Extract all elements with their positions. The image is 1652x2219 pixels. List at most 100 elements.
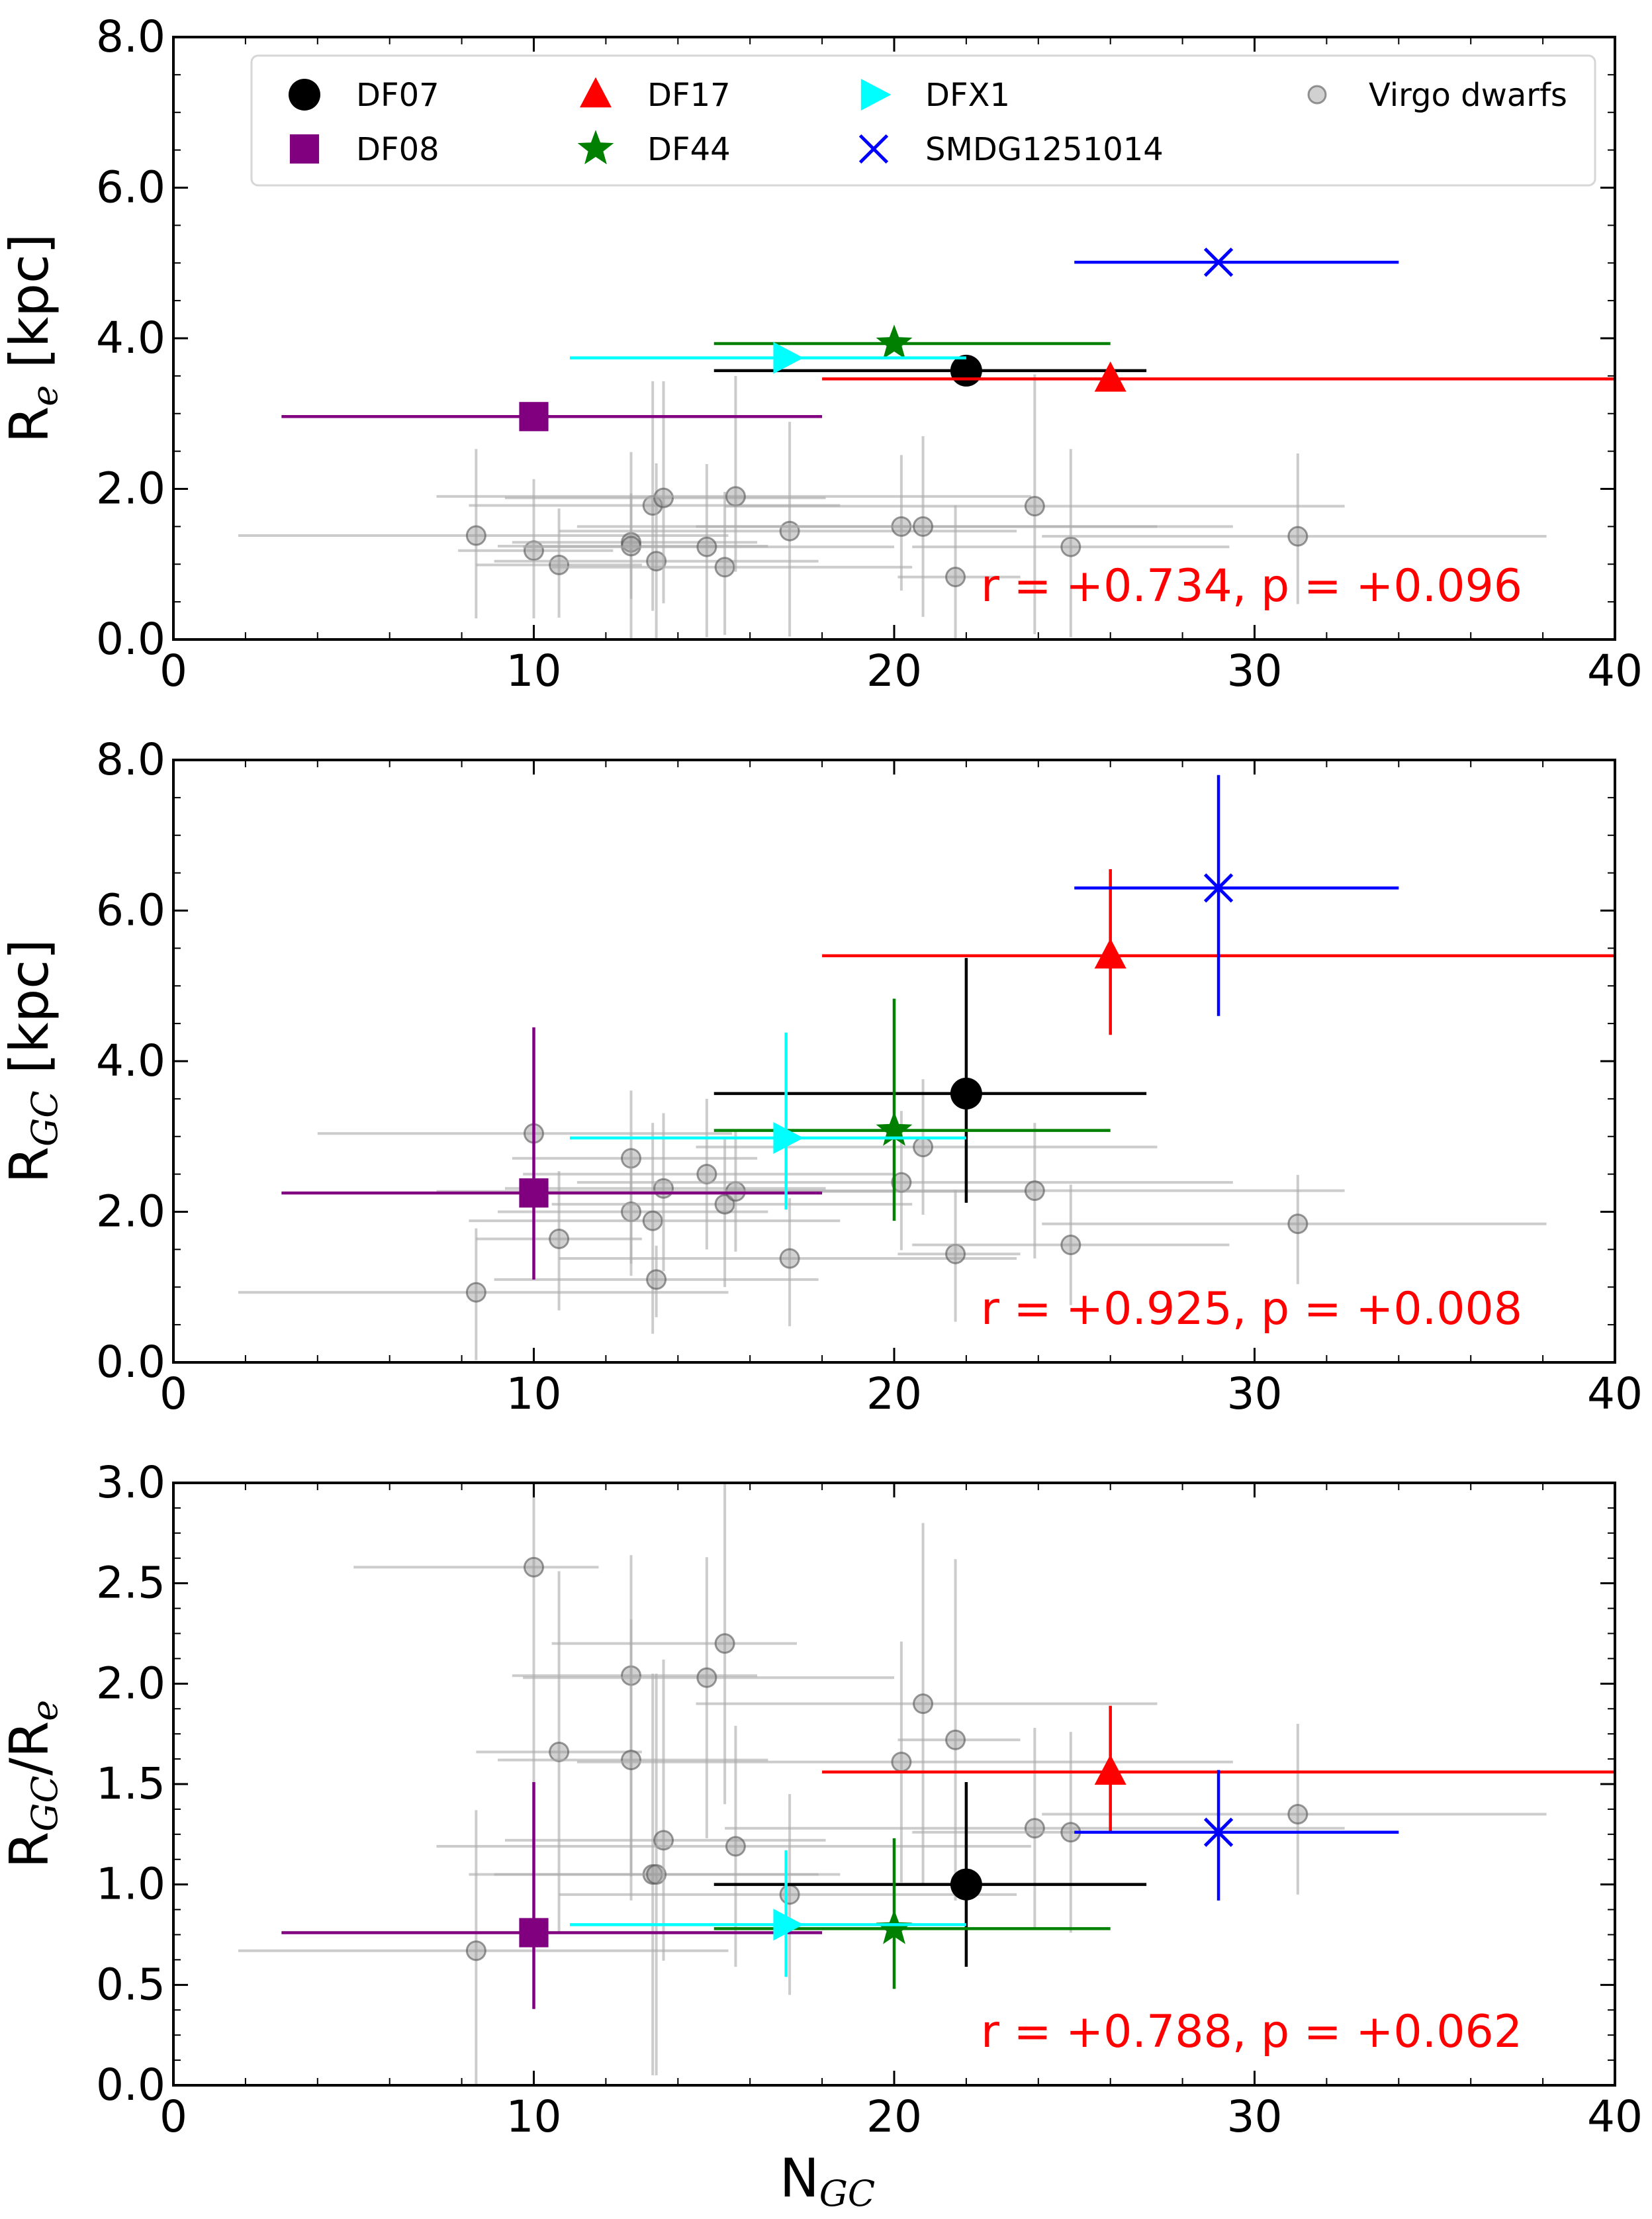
virgo-dwarf-marker [1024,1818,1045,1839]
y-tick-label: 0.0 [96,2059,165,2110]
legend-item-df07: DF07 [289,77,439,114]
virgo-dwarf-marker [549,1741,570,1762]
y-tick-label: 1.0 [96,1859,165,1910]
panel-ratio: 0 10 20 30 40 0.0 0.5 1.0 1.5 2.0 2.5 3.0 r = +0.78… [0,1457,1643,2214]
legend-label: DFX1 [925,77,1010,114]
virgo-dwarf-marker [465,525,486,546]
virgo-dwarf-marker [1287,526,1308,547]
virgo-dwarf-marker [945,1729,966,1750]
virgo-dwarf-marker [945,1243,966,1264]
virgo-dwarf-point [469,1123,841,1334]
galaxy-marker [1203,1817,1234,1847]
virgo-dwarf-marker [696,1164,717,1185]
y-tick-label: 4.0 [96,312,165,363]
legend-item-df08: DF08 [289,131,439,168]
virgo-dwarf-point [498,1151,768,1276]
galaxy-marker [876,1111,913,1146]
virgo-dwarf-point [436,1726,1031,1967]
virgo-dwarf-point [238,1810,729,2085]
x-tick-label: 40 [1587,645,1643,696]
x-tick-label: 10 [506,645,562,696]
virgo-dwarf-marker [465,1940,486,1961]
virgo-dwarf-point [498,1619,768,1901]
legend-marker [289,79,320,111]
galaxy-marker [773,1909,804,1941]
virgo-dwarf-marker [465,1282,486,1303]
y-tick-label: 0.0 [96,614,165,665]
galaxy-point-df17 [822,361,1615,392]
virgo-dwarf-point [436,375,1031,572]
legend-marker [858,134,889,164]
galaxy-marker [950,1868,982,1901]
virgo-dwarf-marker [913,1137,934,1158]
virgo-dwarf-marker [549,1228,570,1249]
legend: DF07 DF08 DF17 DF44 DFX1 SMDG1251014 Virgo dwa… [250,54,1596,187]
virgo-dwarf-marker [1287,1213,1308,1235]
galaxy-marker [1094,938,1126,968]
x-tick-label: 20 [866,1368,922,1419]
legend-label: DF17 [647,77,731,114]
virgo-dwarf-marker [891,1752,912,1773]
virgo-dwarf-marker [913,1693,934,1715]
virgo-dwarf-marker [714,1633,735,1654]
virgo-dwarf-marker [642,1210,663,1231]
y-tick-label: 2.5 [96,1558,165,1609]
virgo-dwarf-point [912,1184,1230,1305]
y-tick-label: 0.5 [96,1959,165,2010]
virgo-dwarf-marker [1024,496,1045,517]
legend-marker [577,130,614,165]
virgo-dwarf-point [897,505,1021,639]
virgo-dwarf-point [1042,1174,1547,1284]
panel-rgc: 0 10 20 30 40 0.0 2.0 4.0 6.0 8.0 r = +0.925, p =… [0,734,1643,1419]
virgo-dwarf-marker [945,567,966,588]
correlation-annotation: r = +0.734, p = +0.096 [981,560,1522,612]
galaxy-marker [773,342,804,374]
x-tick-label: 0 [160,2091,187,2142]
virgo-dwarf-marker [653,1830,674,1851]
legend-marker [1307,85,1327,105]
virgo-dwarf-marker [621,1750,642,1771]
virgo-dwarf-point [725,1123,1345,1259]
x-tick-label: 30 [1227,2091,1283,2142]
galaxy-marker [1094,361,1126,392]
galaxy-point-df08 [281,1027,823,1280]
virgo-dwarf-marker [646,551,667,572]
x-tick-label: 10 [506,2091,562,2142]
virgo-dwarf-point [523,1557,894,1838]
legend-label: DF07 [356,77,439,114]
virgo-dwarf-point [1042,1724,1547,1895]
y-tick-label: 2.0 [96,1186,165,1237]
y-tick-label: 2.0 [96,1658,165,1709]
virgo-dwarf-marker [1287,1804,1308,1824]
virgo-dwarf-marker [524,1556,544,1578]
y-axis-label: RGC/Re [0,1700,66,1869]
correlation-annotation: r = +0.788, p = +0.062 [981,2006,1522,2058]
galaxy-point-df08 [281,1781,823,2009]
galaxy-marker [773,1122,804,1155]
virgo-dwarf-point [238,449,729,619]
legend-label: Virgo dwarfs [1369,77,1567,114]
x-axis-label: NGC [780,2148,875,2214]
galaxy-marker [519,1178,549,1208]
y-axis-label: RGC [kpc] [0,939,66,1183]
virgo-dwarf-marker [714,557,735,578]
virgo-dwarf-point [725,374,1345,635]
galaxy-point-smdg1251014 [1074,775,1399,1016]
virgo-dwarf-point [897,1190,1021,1322]
legend-item-df44: DF44 [577,130,731,168]
virgo-dwarf-marker [779,1248,800,1269]
virgo-dwarf-marker [1060,536,1081,557]
virgo-dwarf-point [897,1559,1021,1901]
virgo-dwarf-marker [725,486,746,507]
y-tick-label: 8.0 [96,734,165,785]
y-tick-label: 1.5 [96,1758,165,1809]
legend-item-virgo-dwarfs: Virgo dwarfs [1307,77,1567,114]
legend-label: DF44 [647,131,731,168]
galaxy-point-dfx1 [569,1032,966,1210]
x-tick-label: 0 [160,1368,187,1419]
galaxy-marker [876,324,913,359]
virgo-dwarf-point [494,1674,819,2075]
x-tick-label: 40 [1587,2091,1643,2142]
galaxy-marker [876,1909,913,1944]
